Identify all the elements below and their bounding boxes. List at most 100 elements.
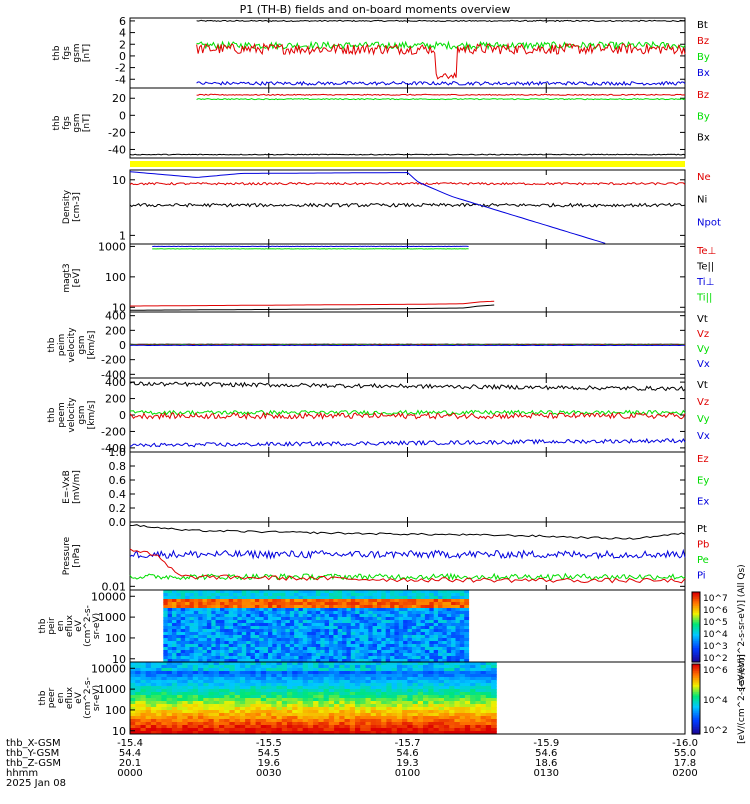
heat-cell: [220, 593, 225, 597]
heat-cell: [182, 686, 188, 690]
heat-cell: [377, 641, 382, 645]
heat-cell: [447, 623, 452, 627]
heat-cell: [439, 701, 445, 705]
heat-cell: [203, 668, 209, 672]
heat-cell: [290, 629, 295, 633]
heat-cell: [167, 716, 173, 720]
heat-cell: [456, 650, 461, 654]
heat-cell: [397, 704, 403, 708]
heat-cell: [451, 650, 456, 654]
heat-cell: [172, 614, 177, 618]
heat-cell: [299, 608, 304, 612]
heat-cell: [188, 728, 194, 732]
heat-cell: [298, 725, 304, 729]
heat-cell: [203, 689, 209, 693]
heat-cell: [339, 722, 345, 726]
heat-cell: [172, 683, 178, 687]
heat-cell: [130, 698, 136, 702]
heat-cell: [168, 617, 173, 621]
heat-cell: [416, 605, 421, 609]
heat-cell: [491, 713, 497, 717]
heat-cell: [188, 713, 194, 717]
heat-cell: [390, 599, 395, 603]
heat-cell: [261, 680, 267, 684]
heat-cell: [345, 719, 351, 723]
heat-cell: [397, 722, 403, 726]
heat-cell: [413, 683, 419, 687]
heat-cell: [141, 680, 147, 684]
heat-cell: [376, 695, 382, 699]
heat-cell: [177, 728, 183, 732]
heat-cell: [303, 707, 309, 711]
heat-cell: [360, 686, 366, 690]
heat-cell: [325, 641, 330, 645]
heat-cell: [460, 722, 466, 726]
heat-cell: [224, 680, 230, 684]
heat-cell: [141, 668, 147, 672]
heat-cell: [447, 617, 452, 621]
heat-cell: [194, 629, 199, 633]
heat-cell: [428, 728, 434, 732]
heat-cell: [219, 725, 225, 729]
heat-cell: [240, 722, 246, 726]
heat-cell: [219, 728, 225, 732]
heat-cell: [371, 692, 377, 696]
legend-Te||: Te||: [696, 262, 714, 273]
heat-cell: [412, 596, 417, 600]
heat-cell: [316, 647, 321, 651]
heat-cell: [198, 629, 203, 633]
heat-cell: [268, 635, 273, 639]
heat-cell: [167, 710, 173, 714]
heat-cell: [237, 620, 242, 624]
heat-cell: [163, 590, 168, 594]
heat-cell: [193, 692, 199, 696]
heat-cell: [373, 644, 378, 648]
heat-cell: [345, 707, 351, 711]
heat-cell: [408, 611, 413, 615]
heat-cell: [324, 692, 330, 696]
heat-cell: [442, 596, 447, 600]
heat-cell: [377, 590, 382, 594]
heat-cell: [312, 608, 317, 612]
heat-cell: [338, 635, 343, 639]
heat-cell: [456, 608, 461, 612]
heat-cell: [465, 668, 471, 672]
y-tick-label: 100: [105, 271, 126, 284]
heat-cell: [290, 644, 295, 648]
heat-cell: [268, 614, 273, 618]
heat-cell: [350, 704, 356, 708]
heat-cell: [277, 674, 283, 678]
footer-value: 0130: [534, 768, 559, 779]
heat-cell: [282, 665, 288, 669]
heat-cell: [350, 695, 356, 699]
heat-cell: [163, 617, 168, 621]
heat-cell: [188, 668, 194, 672]
heat-cell: [246, 656, 251, 660]
heat-cell: [290, 638, 295, 642]
heat-cell: [242, 611, 247, 615]
heat-cell: [425, 590, 430, 594]
heat-cell: [491, 707, 497, 711]
heat-cell: [272, 638, 277, 642]
colorbar-tick: 10^2: [703, 654, 728, 664]
heat-cell: [294, 599, 299, 603]
panel-frame: [130, 452, 685, 522]
heat-cell: [290, 656, 295, 660]
heat-cell: [486, 692, 492, 696]
heat-cell: [368, 638, 373, 642]
heat-cell: [141, 707, 147, 711]
heat-cell: [360, 704, 366, 708]
heat-cell: [282, 701, 288, 705]
heat-cell: [386, 662, 392, 666]
heat-cell: [214, 725, 220, 729]
heat-cell: [229, 614, 234, 618]
heat-cell: [434, 614, 439, 618]
heat-cell: [444, 686, 450, 690]
heat-cell: [397, 701, 403, 705]
heat-cell: [235, 725, 241, 729]
heat-cell: [428, 668, 434, 672]
heat-cell: [207, 608, 212, 612]
heat-cell: [449, 671, 455, 675]
heat-cell: [470, 719, 476, 723]
heat-cell: [229, 665, 235, 669]
